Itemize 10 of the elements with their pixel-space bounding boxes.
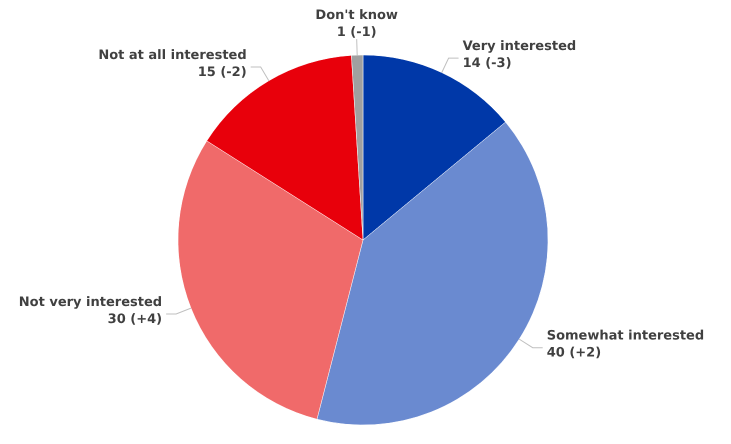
data-label: 30 (+4) [108, 312, 162, 327]
slice-label: Somewhat interested [546, 328, 704, 344]
slice-label: Very interested [462, 39, 576, 54]
data-label: 40 (+2) [546, 346, 602, 361]
slice-label: Not at all interested [98, 48, 247, 63]
data-label: 15 (-2) [198, 64, 247, 80]
slice-label: Not very interested [18, 294, 162, 310]
slice-label: Don't know [315, 8, 398, 24]
data-label: 1 (-1) [336, 25, 377, 40]
data-label: 14 (-3) [462, 56, 512, 72]
